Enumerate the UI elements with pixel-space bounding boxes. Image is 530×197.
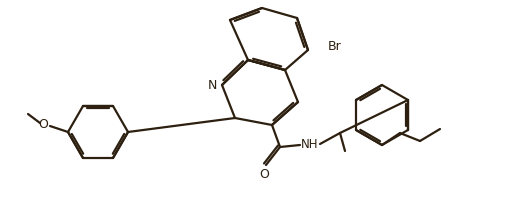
Text: O: O [259,167,269,180]
Text: NH: NH [301,138,319,151]
Text: Br: Br [328,40,342,52]
Text: N: N [207,78,217,91]
Text: O: O [38,117,48,130]
